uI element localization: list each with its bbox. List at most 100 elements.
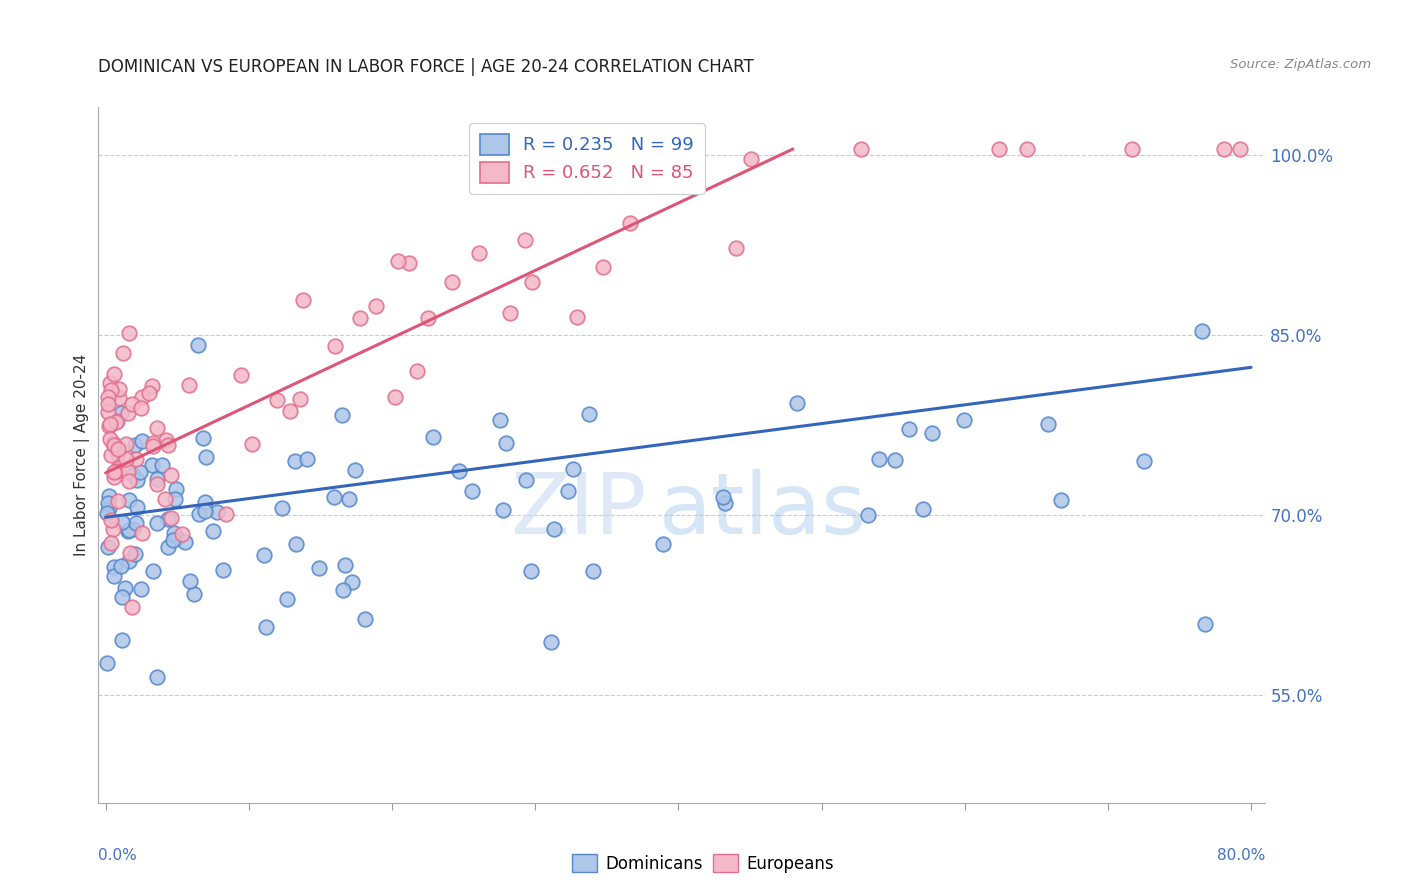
Point [353,612,375,626]
Point [159,511,181,525]
Point [146,472,169,486]
Point [146,421,169,435]
Text: DOMINICAN VS EUROPEAN IN LABOR FORCE | AGE 20-24 CORRELATION CHART: DOMINICAN VS EUROPEAN IN LABOR FORCE | A… [98,58,754,76]
Legend: Dominicans, Europeans: Dominicans, Europeans [565,847,841,880]
Point [229,368,252,382]
Point [1036,417,1059,432]
Text: 0.0%: 0.0% [98,848,138,863]
Point [107,493,129,508]
Point [103,522,125,536]
Point [103,367,125,381]
Point [711,491,734,505]
Point [188,507,211,521]
Point [157,540,180,554]
Point [195,450,218,464]
Point [849,142,872,156]
Point [557,484,579,499]
Point [276,591,298,606]
Point [138,385,160,400]
Point [297,452,319,467]
Point [619,216,641,230]
Point [98,376,121,391]
Point [495,436,517,450]
Point [118,553,141,567]
Point [740,153,762,167]
Point [271,501,294,516]
Point [146,516,169,531]
Point [117,406,139,420]
Point [127,473,149,487]
Point [160,468,183,483]
Point [103,470,125,484]
Point [145,670,167,684]
Point [177,378,200,392]
Point [97,541,120,555]
Point [441,275,464,289]
Point [124,451,146,466]
Point [193,494,215,508]
Point [488,412,510,426]
Point [1213,142,1236,156]
Point [150,458,173,472]
Point [183,587,205,601]
Point [96,506,118,520]
Point [1229,142,1251,156]
Point [323,339,346,353]
Point [110,559,132,574]
Point [172,527,194,541]
Point [652,537,675,551]
Point [155,492,177,507]
Point [868,451,890,466]
Point [166,532,188,546]
Point [96,656,118,670]
Point [921,425,943,440]
Point [191,431,214,445]
Point [107,460,129,475]
Point [100,448,122,462]
Point [97,397,120,411]
Point [205,505,228,519]
Point [103,560,125,574]
Point [131,401,153,416]
Point [284,453,307,467]
Point [332,582,354,597]
Point [1194,616,1216,631]
Point [97,405,120,419]
Point [179,574,201,588]
Point [107,447,129,461]
Point [129,465,152,479]
Point [543,522,565,536]
Point [115,452,138,467]
Point [100,383,122,397]
Point [1121,142,1143,156]
Point [384,390,406,404]
Point [912,501,935,516]
Point [520,275,543,289]
Point [122,523,145,537]
Point [98,418,121,433]
Point [115,437,138,451]
Point [173,535,195,549]
Point [335,558,357,573]
Text: 80.0%: 80.0% [1218,848,1265,863]
Point [592,260,614,274]
Point [117,464,139,478]
Point [117,326,139,340]
Point [499,306,522,320]
Point [111,632,134,647]
Point [156,438,179,452]
Point [129,582,152,597]
Point [308,561,330,575]
Point [1015,142,1038,156]
Point [215,508,238,522]
Point [98,489,121,503]
Point [884,453,907,467]
Point [103,569,125,583]
Point [786,396,808,410]
Point [110,406,132,420]
Point [103,438,125,452]
Point [121,468,143,483]
Point [100,536,122,550]
Text: ZIP: ZIP [510,469,647,552]
Point [155,434,177,448]
